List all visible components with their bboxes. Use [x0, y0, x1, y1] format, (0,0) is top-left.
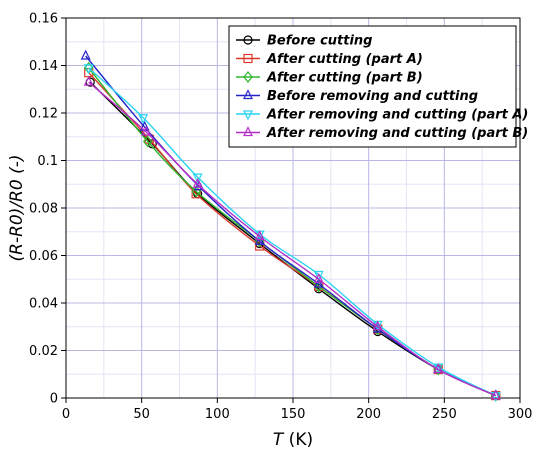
y-tick-label: 0.16 [29, 12, 58, 27]
data-point [254, 234, 265, 245]
y-tick-label: 0.1 [37, 154, 58, 169]
legend-label: After removing and cutting (part B) [266, 126, 528, 141]
legend-item: Before cutting [236, 34, 372, 49]
legend-marker [243, 89, 253, 100]
x-axis-ticks: 0 50 100 150 200 250 300 [62, 398, 533, 422]
data-point [141, 125, 152, 136]
data-point [138, 114, 149, 125]
series-layer [80, 49, 501, 402]
legend-item: After removing and cutting (part A) [236, 108, 528, 123]
legend-item: After cutting (part B) [236, 71, 423, 86]
y-tick-label: 0 [50, 392, 58, 407]
legend-marker [243, 53, 253, 64]
data-point [313, 277, 324, 288]
x-axis-label: T (K) [273, 430, 313, 450]
series-line [88, 81, 497, 397]
legend-item: After removing and cutting (part B) [236, 126, 528, 141]
y-axis-label: (R-R0)/R0 (-) [7, 155, 27, 262]
legend-box [228, 25, 517, 148]
series-after-removing-and-cutting-part-b [83, 75, 501, 400]
legend-item: Before removing and cutting [236, 89, 478, 104]
series-line [88, 67, 497, 397]
data-point [83, 75, 94, 86]
legend-marker [243, 110, 253, 121]
data-point [83, 64, 94, 75]
legend-label: After cutting (part B) [266, 71, 423, 86]
x-tick-label: 0 [62, 407, 70, 422]
y-tick-label: 0.08 [29, 202, 58, 217]
legend-marker [243, 126, 253, 137]
legend-label: After cutting (part A) [266, 52, 423, 67]
x-tick-label: 300 [508, 407, 533, 422]
data-point [80, 49, 91, 60]
x-tick-label: 50 [133, 407, 150, 422]
data-point [192, 177, 203, 188]
legend-marker [243, 35, 253, 45]
data-point [313, 272, 324, 283]
legend-label: Before removing and cutting [267, 89, 478, 104]
legend-label: Before cutting [267, 34, 372, 49]
data-point [490, 389, 501, 400]
data-point [142, 135, 153, 148]
data-point [490, 392, 501, 402]
data-point [254, 230, 265, 241]
data-point [313, 270, 324, 281]
x-tick-label: 150 [281, 407, 306, 422]
y-tick-label: 0.12 [29, 107, 58, 122]
x-tick-label: 100 [205, 407, 230, 422]
legend-marker [243, 71, 253, 83]
y-tick-label: 0.04 [29, 297, 58, 312]
x-axis-unit: (K) [283, 430, 313, 450]
legend: Before cutting After cutting (part A) Afte… [228, 25, 528, 148]
legend-item: After cutting (part A) [236, 52, 423, 67]
data-point [372, 320, 383, 331]
y-tick-label: 0.06 [29, 249, 58, 264]
x-axis-symbol: T [273, 430, 285, 450]
data-point [147, 139, 157, 149]
x-tick-label: 200 [356, 407, 381, 422]
legend-label: After removing and cutting (part A) [266, 108, 528, 123]
y-tick-label: 0.02 [29, 344, 58, 359]
data-point [433, 363, 444, 374]
y-axis-ticks: 0 0.02 0.04 0.06 0.08 0.1 0.12 0.14 0.16 [29, 12, 66, 407]
y-tick-label: 0.14 [29, 59, 58, 74]
x-tick-label: 250 [432, 407, 457, 422]
data-point [192, 173, 203, 184]
